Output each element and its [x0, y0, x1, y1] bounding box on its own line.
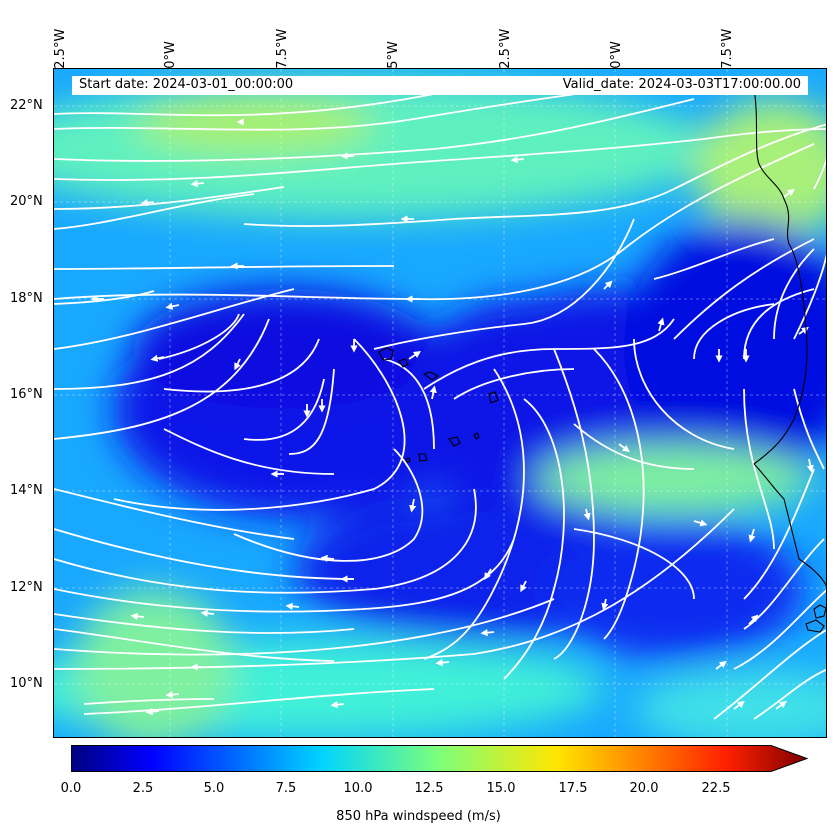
- colorbar-tick: 22.5: [701, 781, 731, 796]
- lat-label: 16°N: [10, 387, 43, 402]
- lat-label: 22°N: [10, 98, 43, 113]
- colorbar-svg: [70, 745, 809, 772]
- wind-field-svg: [54, 69, 826, 737]
- colorbar-tick: 17.5: [558, 781, 588, 796]
- colorbar-gradient: [70, 745, 809, 772]
- coastlines: [378, 88, 826, 633]
- colorbar-label: 850 hPa windspeed (m/s): [336, 809, 501, 824]
- colorbar-tick: 2.5: [132, 781, 154, 796]
- date-header: Start date: 2024-03-01_00:00:00 Valid_da…: [72, 76, 808, 95]
- lat-label: 20°N: [10, 194, 43, 209]
- colorbar-tick: 7.5: [275, 781, 297, 796]
- gridlines: [54, 69, 826, 737]
- wind-map: [53, 68, 827, 738]
- lat-label: 14°N: [10, 483, 43, 498]
- colorbar: [70, 745, 811, 777]
- colorbar-tick: 12.5: [414, 781, 444, 796]
- lat-label: 12°N: [10, 580, 43, 595]
- colorbar-tick: 10.0: [343, 781, 373, 796]
- colorbar-tick: 20.0: [629, 781, 659, 796]
- colorbar-tick: 15.0: [486, 781, 516, 796]
- colorbar-tick: 0.0: [60, 781, 82, 796]
- lat-label: 18°N: [10, 291, 43, 306]
- streamlines: [54, 88, 826, 720]
- colorbar-tick: 5.0: [203, 781, 225, 796]
- valid-date-label: Valid_date: 2024-03-03T17:00:00.00: [562, 77, 801, 92]
- lat-label: 10°N: [10, 676, 43, 691]
- start-date-label: Start date: 2024-03-01_00:00:00: [79, 77, 294, 92]
